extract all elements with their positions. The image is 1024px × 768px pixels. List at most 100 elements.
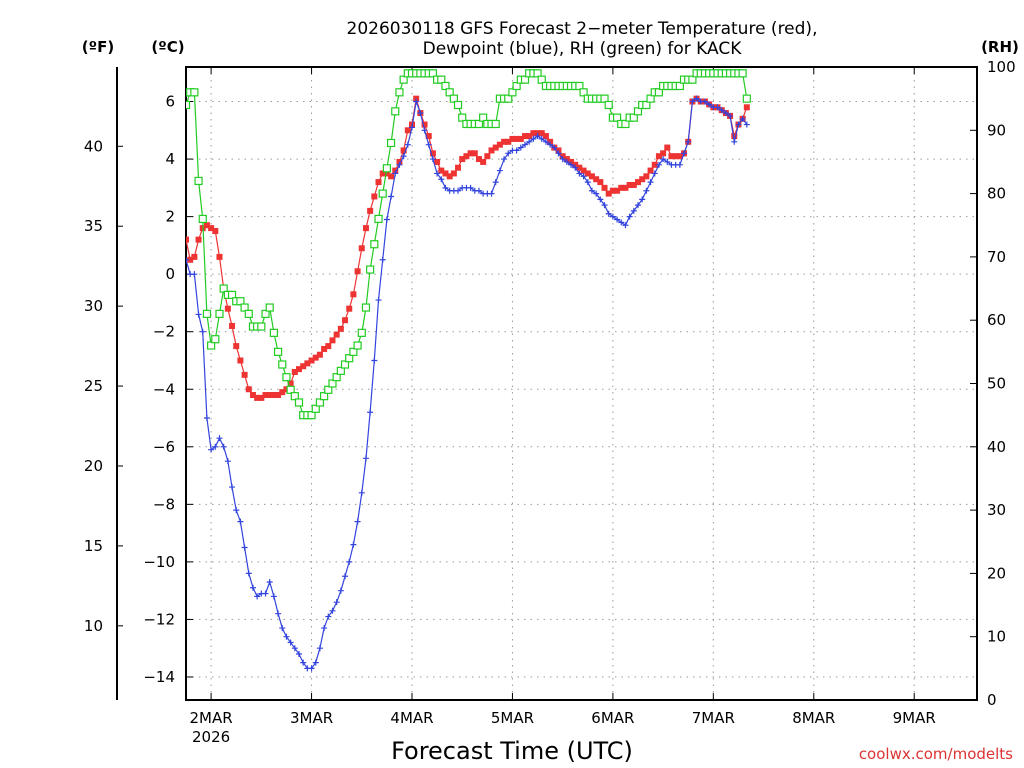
temperature-point: [375, 179, 382, 186]
grid-layer: [186, 67, 977, 700]
dewpoint-point: [325, 613, 332, 620]
rh-point: [742, 94, 751, 103]
rh-point: [604, 100, 613, 110]
temperature-point: [526, 133, 533, 140]
temperature-point: [270, 392, 277, 399]
dewpoint-point: [526, 138, 533, 145]
dewpoint-point: [224, 458, 231, 465]
dewpoint-point: [693, 95, 700, 102]
rh-point: [332, 373, 341, 382]
temperature-point: [187, 256, 194, 263]
celsius-tick-label: −2: [153, 323, 175, 341]
temperature-point: [584, 170, 591, 177]
dewpoint-point: [191, 271, 198, 278]
dewpoint-point: [287, 639, 294, 646]
temperature-point: [245, 386, 252, 393]
dewpoint-point: [593, 190, 600, 197]
temperature-point: [400, 147, 407, 154]
dewpoint-point: [413, 98, 420, 105]
rh-point: [437, 75, 446, 84]
temperature-point: [333, 331, 340, 338]
dewpoint-point: [329, 607, 336, 614]
dewpoint-point: [312, 659, 319, 666]
rh-point: [257, 322, 266, 331]
temperature-point: [358, 245, 365, 252]
dewpoint-point: [333, 599, 340, 606]
temperature-point: [513, 135, 520, 142]
dewpoint-point: [727, 112, 734, 119]
rh-point: [374, 214, 383, 224]
temperature-point: [350, 291, 357, 298]
temperature-point: [329, 337, 336, 344]
temperature-point: [203, 222, 210, 229]
dewpoint-point: [308, 665, 315, 672]
rh-tick-label: 90: [987, 121, 1006, 139]
rh-point: [508, 88, 517, 97]
dewpoint-point: [647, 179, 654, 186]
rh-point: [512, 81, 521, 91]
temperature-point: [618, 184, 625, 191]
rh-point: [240, 303, 249, 312]
temperature-point: [216, 253, 223, 260]
temperature-point: [475, 156, 482, 163]
dewpoint-point: [421, 127, 428, 134]
temperature-point: [308, 357, 315, 364]
rh-point: [428, 69, 438, 78]
temperature-point: [321, 345, 328, 352]
x-tick-label: 4MAR: [390, 709, 433, 727]
rh-point: [533, 69, 542, 78]
temperature-point: [643, 173, 650, 180]
rh-point: [198, 214, 207, 224]
fahrenheit-tick-label: 20: [84, 457, 103, 475]
dewpoint-point: [530, 135, 537, 142]
dewpoint-point: [346, 558, 353, 565]
dewpoint-point: [655, 161, 662, 168]
dewpoint-point: [681, 150, 688, 157]
rh-point: [328, 379, 337, 388]
temperature-point: [275, 392, 282, 399]
dewpoint-point: [417, 110, 424, 117]
axis-layer: 6420−2−4−6−8−10−12−144035302520151010090…: [84, 58, 1016, 746]
dewpoint-point: [241, 544, 248, 551]
x-tick-label: 2MAR: [190, 709, 233, 727]
rh-point: [190, 88, 199, 97]
dewpoint-point: [718, 107, 725, 114]
temperature-point: [438, 167, 445, 174]
rh-tick-label: 70: [987, 248, 1006, 266]
rh-point: [453, 100, 463, 110]
rh-tick-label: 80: [987, 185, 1006, 203]
dewpoint-point: [350, 541, 357, 548]
temperature-point: [580, 167, 587, 174]
temperature-point: [614, 187, 621, 194]
temperature-point: [404, 127, 411, 134]
rh-point: [642, 100, 651, 110]
x-tick-label: 5MAR: [491, 709, 534, 727]
dewpoint-point: [689, 98, 696, 105]
temperature-point: [542, 133, 549, 140]
dewpoint-point: [425, 141, 432, 148]
dewpoint-point: [630, 207, 637, 214]
rh-point: [366, 265, 375, 274]
rh-tick-label: 10: [987, 628, 1006, 646]
temperature-point: [505, 138, 512, 145]
rh-point: [441, 81, 450, 91]
dewpoint-point: [392, 170, 399, 177]
rh-point: [236, 297, 245, 306]
temperature-point: [383, 170, 390, 177]
dewpoint-point: [547, 141, 554, 148]
dewpoint-point: [643, 187, 650, 194]
series-temperature: [186, 95, 750, 401]
chart-title-line2: Dewpoint (blue), RH (green) for KACK: [423, 39, 743, 59]
temperature-point: [229, 322, 236, 329]
temperature-point: [509, 135, 516, 142]
celsius-unit-label: (ºC): [151, 38, 184, 56]
rh-point: [474, 119, 484, 129]
dewpoint-point: [609, 213, 616, 220]
dewpoint-point: [676, 161, 683, 168]
dewpoint-point: [216, 435, 223, 442]
rh-tick-label: 30: [987, 501, 1006, 519]
temperature-point: [609, 187, 616, 194]
x-tick-label: 9MAR: [893, 709, 936, 727]
x-tick-label: 6MAR: [591, 709, 634, 727]
rh-point: [324, 385, 333, 394]
